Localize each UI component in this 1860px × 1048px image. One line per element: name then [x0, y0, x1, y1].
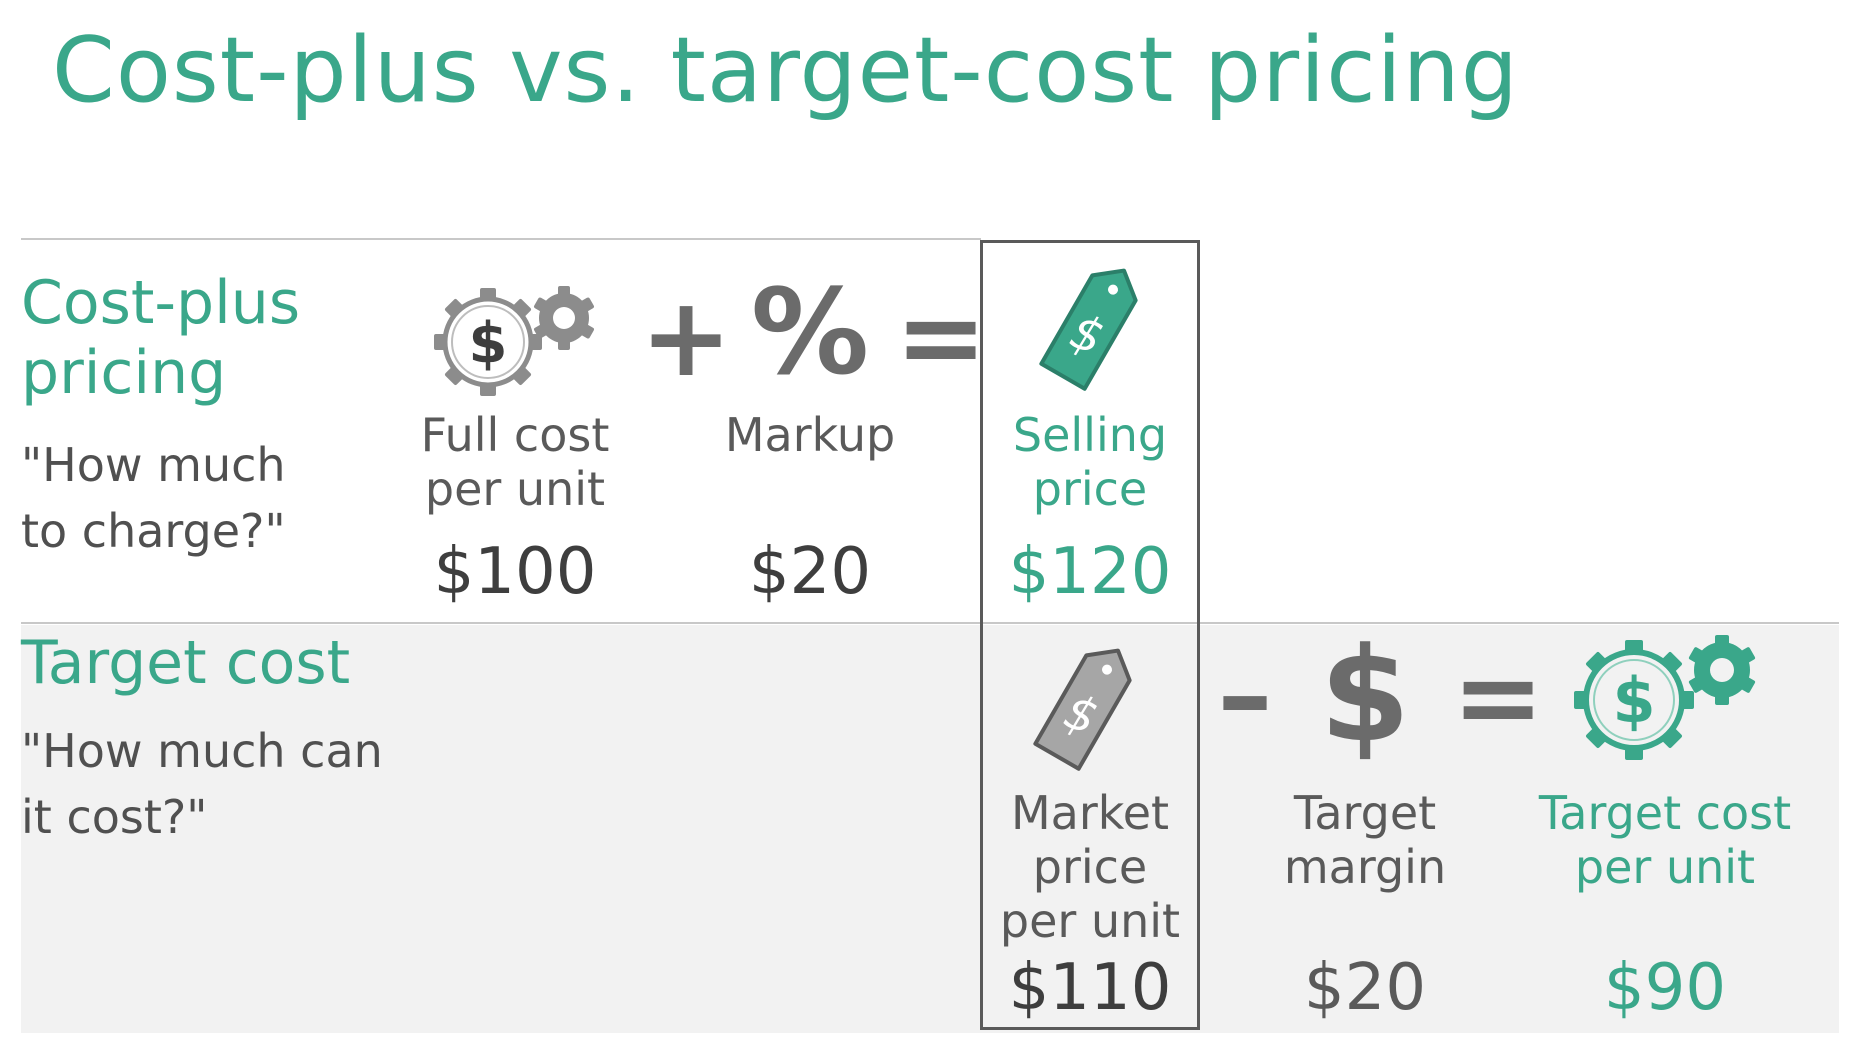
market-price-label: Market price per unit: [980, 786, 1200, 948]
market-price-label-line3: per unit: [999, 894, 1181, 948]
page-title: Cost-plus vs. target-cost pricing: [52, 18, 1519, 123]
target-margin-label-line1: Target: [1293, 786, 1437, 840]
full-cost-label: Full cost per unit: [400, 408, 630, 516]
target-cost-per-unit-label: Target cost per unit: [1520, 786, 1810, 894]
equals-operator-2: =: [1452, 633, 1545, 761]
price-highlight-box: [980, 240, 1200, 1030]
target-margin-value: $20: [1303, 951, 1427, 1025]
selling-price-label: Selling price: [985, 408, 1195, 516]
dollar-gear-icon: $: [1574, 635, 1756, 760]
dollar-gear-icon: $: [434, 286, 594, 396]
market-price-label-line1: Market: [1010, 786, 1170, 840]
target-cost-per-unit-label-line2: per unit: [1574, 840, 1756, 894]
percent-icon: %: [750, 263, 870, 401]
price-tag-icon: $: [1039, 268, 1138, 391]
selling-price-label-line1: Selling: [1012, 408, 1168, 462]
middle-divider: [21, 622, 1839, 624]
market-price-label-line2: price: [1032, 840, 1148, 894]
markup-value: $20: [748, 535, 872, 609]
full-cost-label-line1: Full cost: [420, 408, 610, 462]
equals-operator: =: [895, 273, 988, 401]
cost-plus-question: "How much to charge?": [21, 432, 286, 564]
price-tag-icon: $: [1033, 648, 1132, 771]
dollar-icon: $: [1319, 619, 1411, 771]
svg-text:$: $: [469, 311, 508, 376]
full-cost-label-line2: per unit: [424, 462, 606, 516]
target-cost-title: Target cost: [21, 628, 351, 698]
cost-plus-title-line2: pricing: [21, 338, 227, 408]
top-divider: [21, 238, 981, 240]
selling-price-value: $120: [1008, 535, 1172, 609]
svg-text:$: $: [1612, 664, 1655, 737]
market-price-value: $110: [1008, 951, 1172, 1025]
cost-plus-question-line2: to charge?": [21, 504, 286, 558]
target-margin-label: Target margin: [1255, 786, 1475, 894]
markup-label: Markup: [724, 408, 896, 462]
target-cost-band: [21, 625, 1839, 1033]
target-cost-question: "How much can it cost?": [21, 718, 383, 850]
target-cost-per-unit-label-line1: Target cost: [1538, 786, 1792, 840]
target-margin-label-line2: margin: [1283, 840, 1447, 894]
cost-plus-heading: Cost-plus pricing: [21, 268, 300, 408]
minus-operator: –: [1217, 631, 1273, 759]
target-cost-per-unit-value: $90: [1603, 951, 1727, 1025]
target-cost-question-line2: it cost?": [21, 790, 208, 844]
cost-plus-title-line1: Cost-plus: [21, 268, 301, 338]
target-cost-question-line1: "How much can: [21, 724, 383, 778]
cost-plus-question-line1: "How much: [21, 438, 286, 492]
full-cost-value: $100: [433, 535, 597, 609]
selling-price-label-line2: price: [1032, 462, 1148, 516]
plus-operator: +: [640, 273, 733, 401]
